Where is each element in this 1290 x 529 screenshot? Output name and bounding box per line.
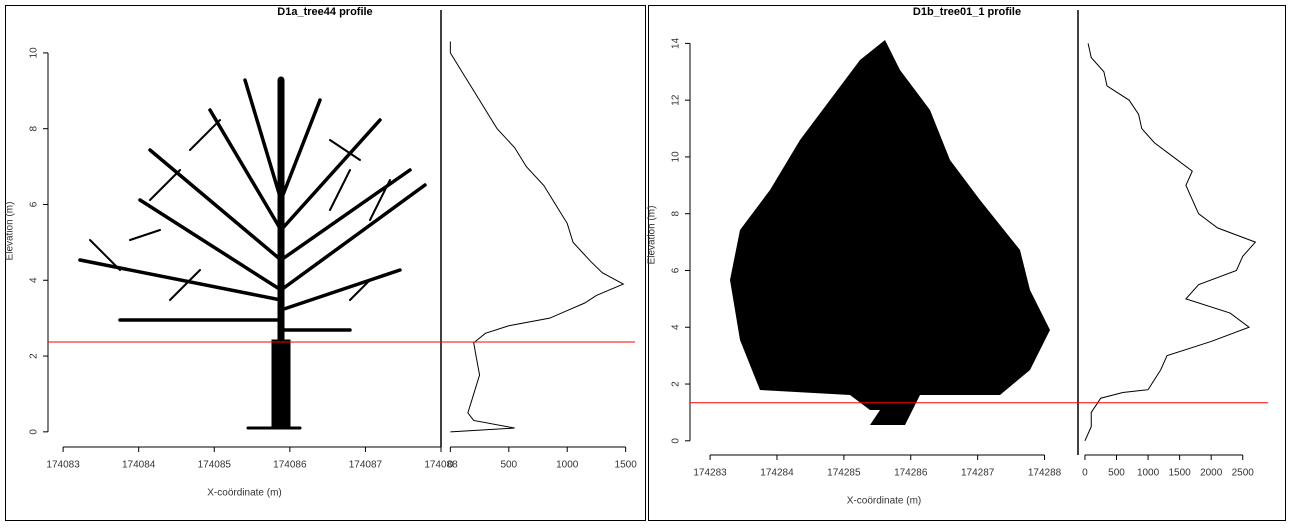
x-tick-label: 174085	[198, 460, 232, 471]
x-tick-label: 174088	[424, 460, 458, 471]
tree-silhouette	[730, 40, 1050, 425]
x-axis-label: X-coördinate (m)	[847, 496, 921, 507]
x-tick-label: 174084	[122, 460, 156, 471]
x-tick-label: 174286	[894, 468, 928, 479]
y-tick-label: 0	[671, 438, 682, 444]
y-axis-label: Elevation (m)	[5, 202, 16, 261]
x2-tick-label: 0	[1082, 468, 1088, 479]
y-tick-label: 10	[671, 151, 682, 163]
x-tick-label: 174285	[827, 468, 861, 479]
x-tick-label: 174086	[273, 460, 307, 471]
x2-tick-label: 500	[500, 460, 517, 471]
x2-tick-label: 500	[1108, 468, 1125, 479]
x2-tick-label: 1000	[1137, 468, 1160, 479]
chart-title: D1b_tree01_1 profile	[913, 6, 1021, 18]
y-tick-label: 6	[671, 267, 682, 273]
y-tick-label: 8	[29, 125, 40, 131]
x-tick-label: 174284	[760, 468, 794, 479]
x2-tick-label: 1000	[556, 460, 579, 471]
y-tick-label: 10	[29, 47, 40, 59]
x-tick-label: 174083	[46, 460, 80, 471]
x-tick-label: 174283	[693, 468, 727, 479]
x-tick-label: 174287	[961, 468, 995, 479]
y-tick-label: 4	[29, 277, 40, 283]
x2-tick-label: 1500	[1169, 468, 1192, 479]
profile-line	[449, 41, 625, 433]
x-tick-label: 174288	[1028, 468, 1062, 479]
x2-tick-label: 2000	[1200, 468, 1223, 479]
chart-title: D1a_tree44 profile	[277, 6, 372, 18]
tree-silhouette	[78, 76, 427, 430]
profile-line	[1084, 43, 1257, 442]
x2-tick-label: 2500	[1232, 468, 1255, 479]
y-tick-label: 14	[671, 37, 682, 49]
y-tick-label: 8	[671, 210, 682, 216]
x2-tick-label: 0	[448, 460, 454, 471]
x-tick-label: 174087	[349, 460, 383, 471]
y-tick-label: 12	[671, 94, 682, 106]
panel-border	[5, 5, 646, 521]
y-tick-label: 6	[29, 201, 40, 207]
x-axis-label: X-coördinate (m)	[207, 488, 281, 499]
y-axis-label: Elevation (m)	[647, 206, 658, 265]
y-tick-label: 0	[29, 429, 40, 435]
x2-tick-label: 1500	[615, 460, 638, 471]
y-tick-label: 2	[671, 381, 682, 387]
y-tick-label: 2	[29, 353, 40, 359]
y-tick-label: 4	[671, 324, 682, 330]
panel-border	[648, 5, 1286, 521]
